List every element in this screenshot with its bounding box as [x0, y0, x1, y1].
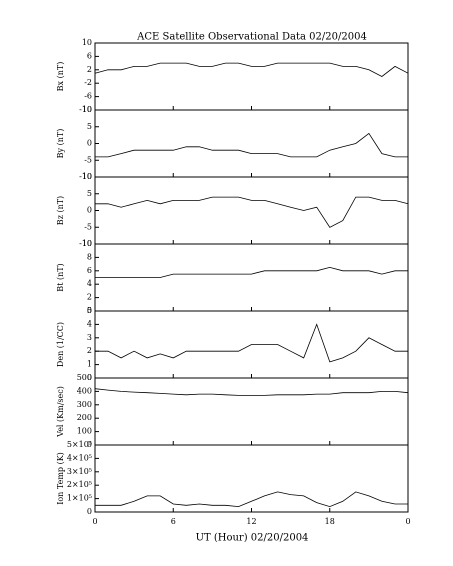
y-tick-label: 0: [87, 306, 92, 315]
y-tick-label: 2: [87, 346, 92, 355]
panel-frame: [94, 176, 409, 245]
y-tick-label: 4: [87, 319, 92, 328]
data-line: [95, 132, 408, 158]
data-line: [95, 196, 409, 228]
y-tick-label: 1×10⁵: [67, 494, 92, 503]
data-line: [95, 491, 408, 508]
panel-frame: [94, 377, 409, 446]
y-tick-label: 200: [77, 413, 92, 422]
x-tick-label: 12: [246, 517, 256, 526]
data-line: [95, 266, 408, 278]
y-tick-label: 10: [82, 38, 92, 47]
y-tick-label: 0: [87, 139, 92, 148]
y-tick-label: -10: [79, 105, 92, 114]
data-line: [95, 323, 408, 363]
x-tick-label: 0: [405, 517, 410, 526]
data-line: [94, 62, 409, 77]
y-tick-label: 0: [87, 206, 92, 215]
y-tick-label: 1: [87, 360, 92, 369]
panel-frame: [94, 444, 409, 513]
y-tick-label: 2: [87, 293, 92, 302]
y-tick-label: 2×10⁵: [67, 480, 92, 489]
y-axis-label: Vel (Km/sec): [56, 386, 65, 438]
y-tick-label: 5: [87, 189, 92, 198]
y-tick-label: 8: [87, 252, 92, 261]
x-axis-label: UT (Hour) 02/20/2004: [196, 533, 309, 544]
y-tick-label: 300: [77, 400, 92, 409]
x-tick-label: 0: [92, 517, 97, 526]
y-tick-label: 6: [87, 51, 92, 60]
y-tick-label: -2: [84, 78, 92, 87]
y-tick-label: 100: [77, 427, 92, 436]
y-tick-label: 6: [87, 266, 92, 275]
y-tick-label: 10: [82, 172, 92, 181]
y-tick-label: 400: [77, 386, 92, 395]
y-tick-label: 3: [87, 333, 92, 342]
y-tick-label: 5: [87, 122, 92, 131]
y-tick-label: -10: [79, 239, 92, 248]
y-axis-label: Ion Temp (K): [56, 452, 65, 505]
y-axis-label: Bx (nT): [56, 62, 65, 92]
panel-frame: [94, 42, 409, 111]
y-tick-label: -5: [84, 155, 92, 164]
data-line: [94, 388, 409, 396]
y-tick-label: -10: [79, 172, 92, 181]
y-tick-label: -6: [84, 92, 92, 101]
y-tick-label: 0: [87, 507, 92, 516]
y-tick-label: 3×10⁵: [67, 467, 92, 476]
y-tick-label: 2: [87, 65, 92, 74]
chart-title: ACE Satellite Observational Data 02/20/2…: [136, 32, 367, 43]
y-tick-label: 0: [87, 373, 92, 382]
y-axis-label: Den (1/CC): [56, 322, 65, 367]
y-tick-label: 10: [82, 239, 92, 248]
y-tick-label: 4×10⁵: [67, 453, 92, 462]
x-tick-label: 18: [325, 517, 335, 526]
y-tick-label: 5: [87, 306, 92, 315]
y-axis-label: Bt (nT): [56, 263, 65, 291]
panel-frame: [94, 109, 409, 178]
x-tick-label: 6: [171, 517, 176, 526]
y-tick-label: 500: [77, 373, 92, 382]
y-axis-label: By (nT): [56, 129, 65, 159]
y-tick-label: 4: [87, 279, 92, 288]
y-tick-label: 0: [87, 440, 92, 449]
y-tick-label: -5: [84, 222, 92, 231]
y-axis-label: Bz (nT): [56, 196, 65, 225]
y-tick-label: 10: [82, 105, 92, 114]
y-tick-label: 5×10⁵: [67, 440, 92, 449]
